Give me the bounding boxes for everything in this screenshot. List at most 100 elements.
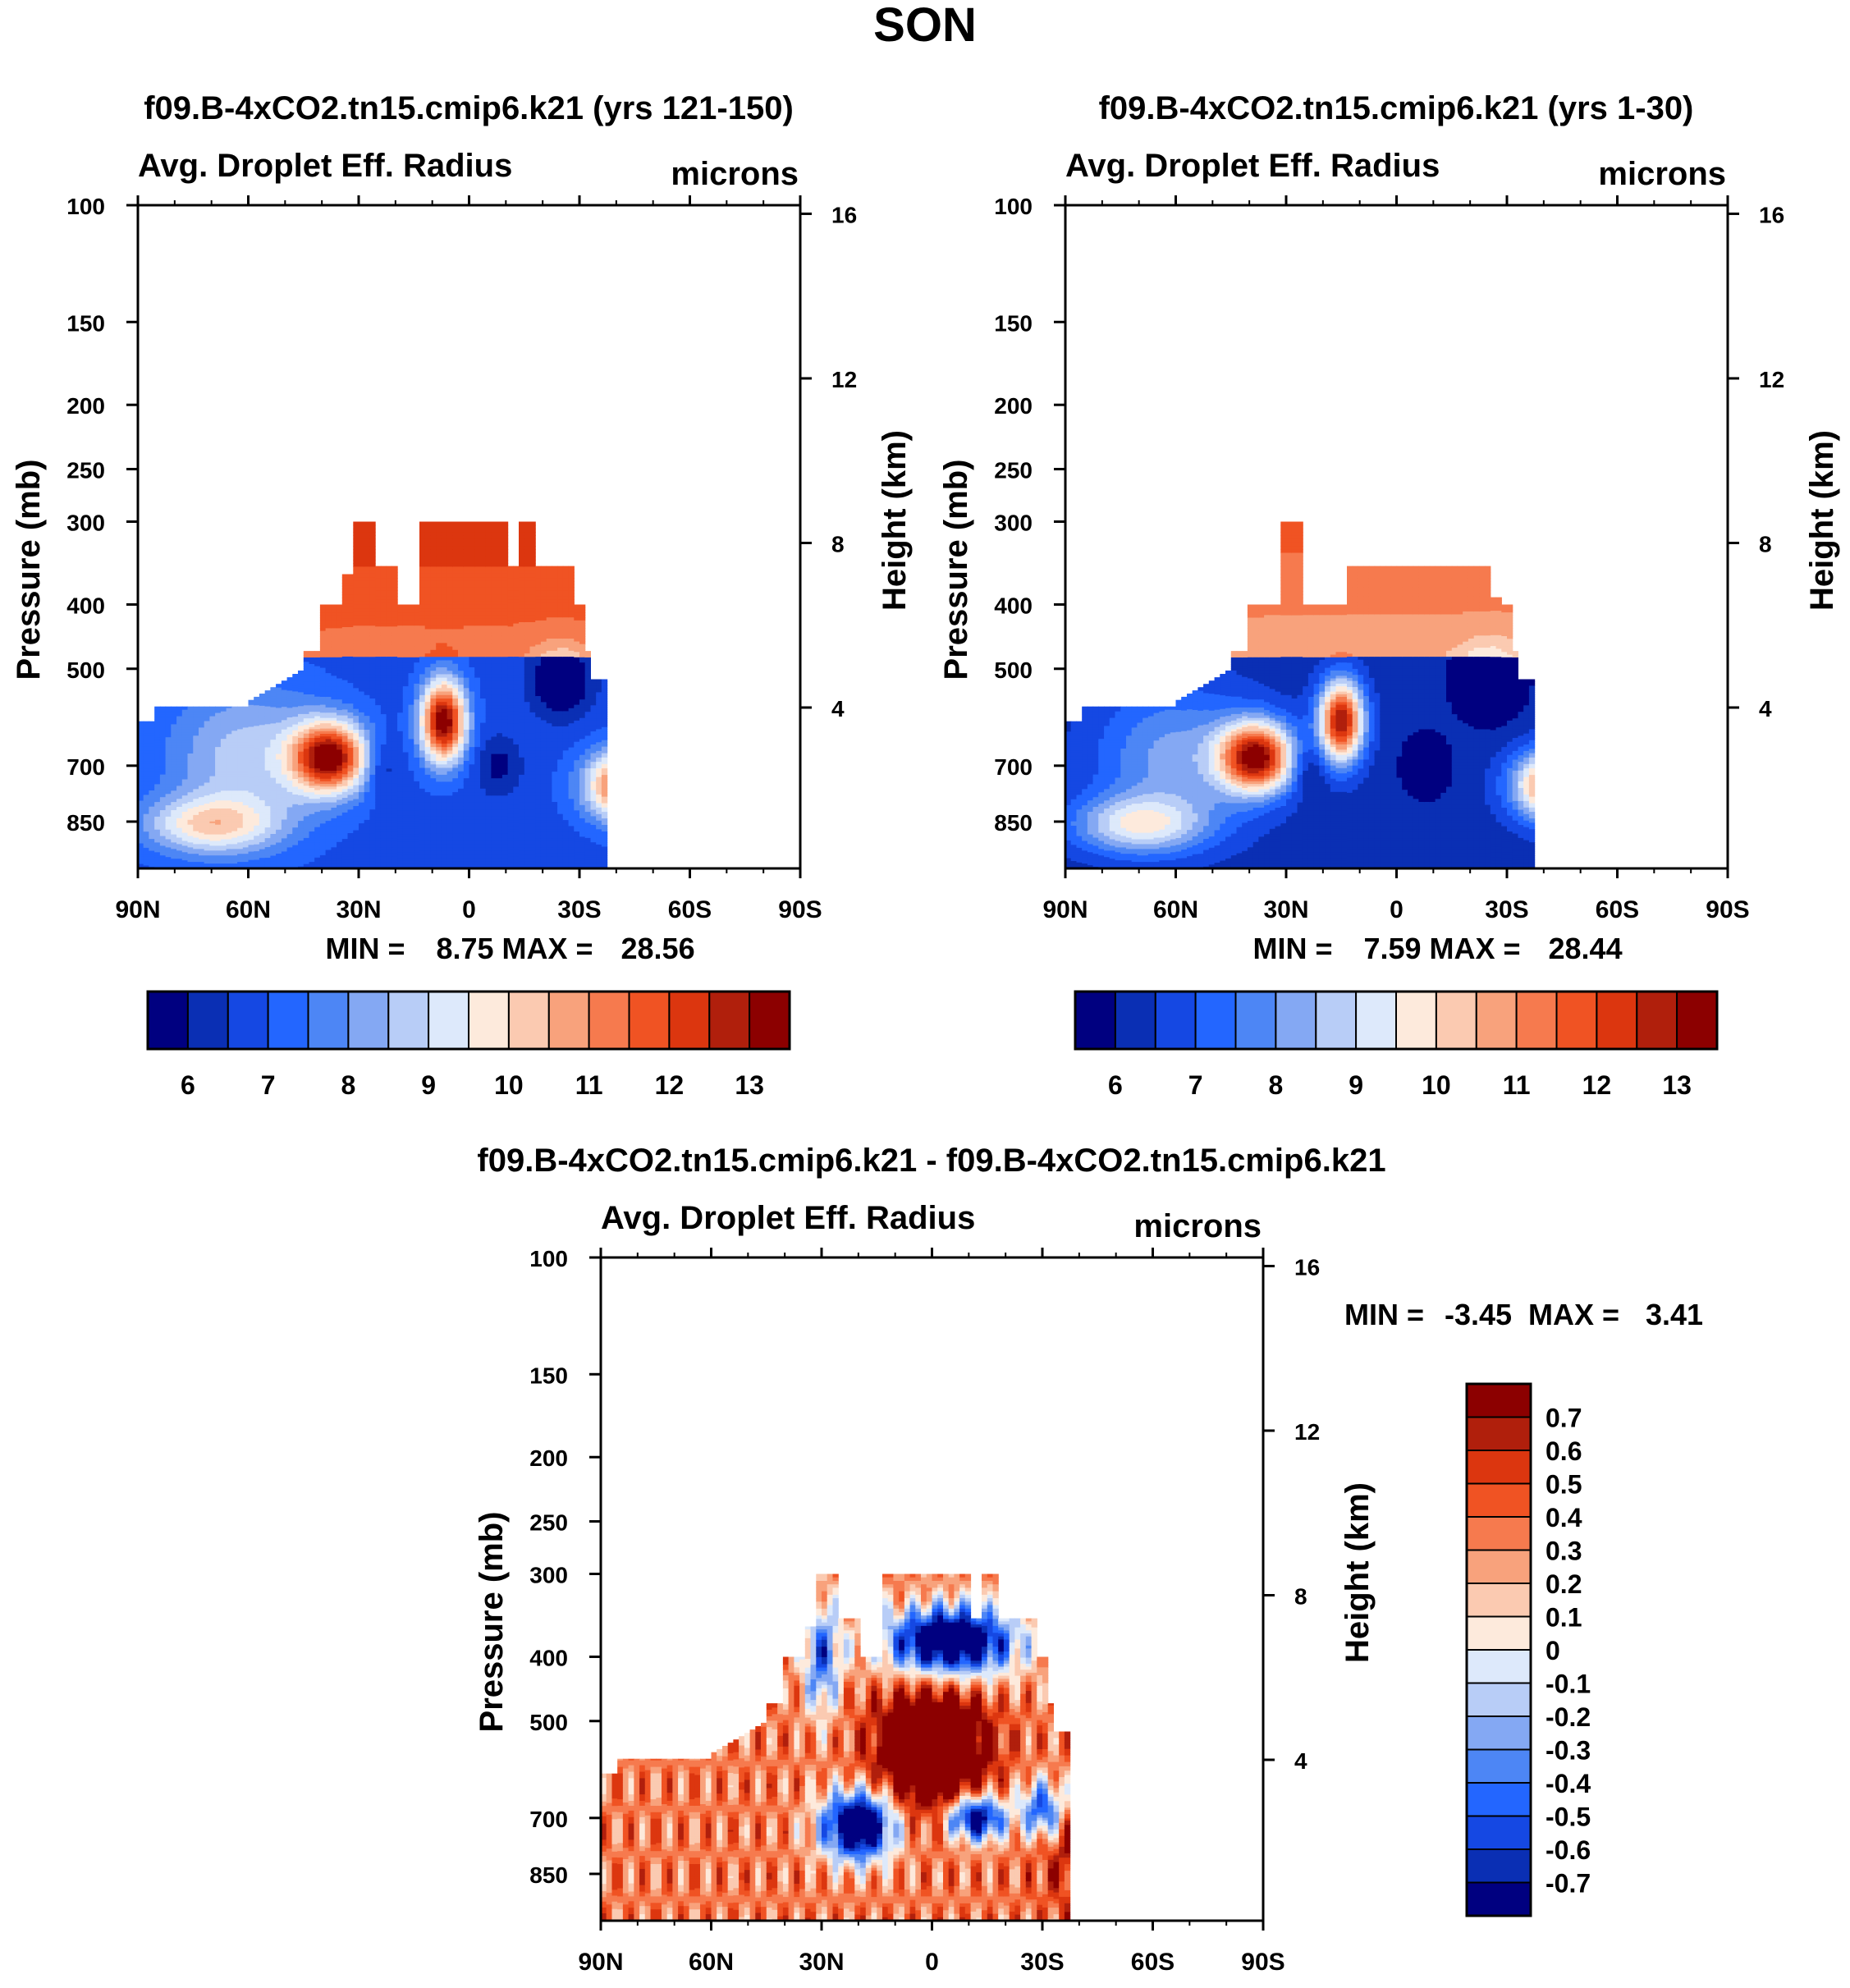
field-cell <box>392 808 398 812</box>
field-cell <box>369 646 376 651</box>
field-cell <box>359 598 365 602</box>
field-cell <box>187 839 194 842</box>
field-cell <box>193 716 199 719</box>
field-cell <box>187 735 194 738</box>
field-cell <box>220 794 227 796</box>
field-cell <box>402 636 410 639</box>
field-cell <box>199 816 205 819</box>
field-cell <box>226 800 232 803</box>
field-cell <box>341 744 349 749</box>
field-cell <box>369 699 376 703</box>
field-cell <box>254 710 260 713</box>
field-cell <box>176 742 183 744</box>
field-cell <box>171 721 177 724</box>
field-cell <box>380 829 387 833</box>
field-cell <box>181 844 189 846</box>
field-cell <box>171 837 177 841</box>
field-cell <box>143 812 149 815</box>
field-cell <box>392 614 398 618</box>
field-cell <box>154 831 161 834</box>
field-cell <box>242 708 250 711</box>
field-cell <box>149 828 155 831</box>
field-cell <box>193 810 199 813</box>
field-cell <box>242 794 250 796</box>
field-cell <box>264 811 271 814</box>
field-cell <box>364 781 370 786</box>
field-cell <box>281 740 288 744</box>
field-cell <box>237 787 244 790</box>
field-cell <box>143 815 149 818</box>
field-cell <box>143 767 149 769</box>
field-cell <box>193 766 199 769</box>
field-cell <box>237 764 244 767</box>
field-cell <box>397 720 404 724</box>
field-cell <box>264 731 271 734</box>
field-cell <box>331 617 337 621</box>
field-cell <box>204 832 210 836</box>
field-cell <box>359 660 365 665</box>
field-cell <box>364 699 370 703</box>
field-cell <box>347 806 354 810</box>
field-cell <box>165 816 172 819</box>
field-cell <box>264 854 271 857</box>
field-cell <box>220 717 227 721</box>
field-cell <box>204 804 210 806</box>
field-cell <box>231 717 238 721</box>
field-cell <box>143 821 149 823</box>
field-cell <box>165 865 172 868</box>
field-cell <box>386 783 392 788</box>
field-cell <box>165 767 172 771</box>
field-cell <box>204 855 210 858</box>
field-cell <box>181 745 189 748</box>
field-cell <box>187 860 194 863</box>
field-cell <box>259 828 266 831</box>
field-cell <box>259 850 266 854</box>
field-cell <box>375 581 382 585</box>
field-cell <box>138 833 144 836</box>
field-cell <box>181 819 189 822</box>
field-cell <box>149 784 155 787</box>
field-cell <box>270 749 277 752</box>
field-cell <box>176 841 183 844</box>
field-cell <box>254 751 260 754</box>
field-cell <box>193 845 199 848</box>
field-cell <box>231 857 238 859</box>
field-cell <box>392 790 398 794</box>
field-cell <box>199 795 205 798</box>
field-cell <box>220 779 227 782</box>
field-cell <box>159 857 167 859</box>
field-cell <box>171 844 177 846</box>
field-cell <box>181 734 189 736</box>
field-cell <box>143 722 149 725</box>
field-cell <box>209 862 216 864</box>
field-cell <box>353 844 359 849</box>
field-cell <box>353 806 359 810</box>
field-cell <box>176 812 183 814</box>
field-cell <box>375 566 382 570</box>
field-cell <box>254 839 260 842</box>
field-cell <box>353 657 359 662</box>
field-cell <box>176 857 183 859</box>
field-cell <box>154 771 161 774</box>
field-cell <box>143 763 149 767</box>
field-cell <box>353 549 359 554</box>
field-cell <box>215 756 222 759</box>
field-cell <box>226 794 232 796</box>
field-cell <box>220 805 227 808</box>
field-cell <box>281 731 288 734</box>
field-cell <box>276 713 282 716</box>
field-cell <box>386 795 392 799</box>
field-cell <box>143 762 149 765</box>
field-cell <box>154 776 161 779</box>
field-cell <box>270 740 277 742</box>
field-cell <box>281 736 288 740</box>
field-cell <box>264 736 271 740</box>
field-cell <box>220 847 227 850</box>
field-cell <box>270 821 277 824</box>
field-cell <box>237 734 244 736</box>
field-cell <box>237 831 244 834</box>
field-cell <box>138 862 144 865</box>
field-cell <box>209 784 216 786</box>
field-cell <box>264 774 271 776</box>
field-cell <box>154 747 161 749</box>
